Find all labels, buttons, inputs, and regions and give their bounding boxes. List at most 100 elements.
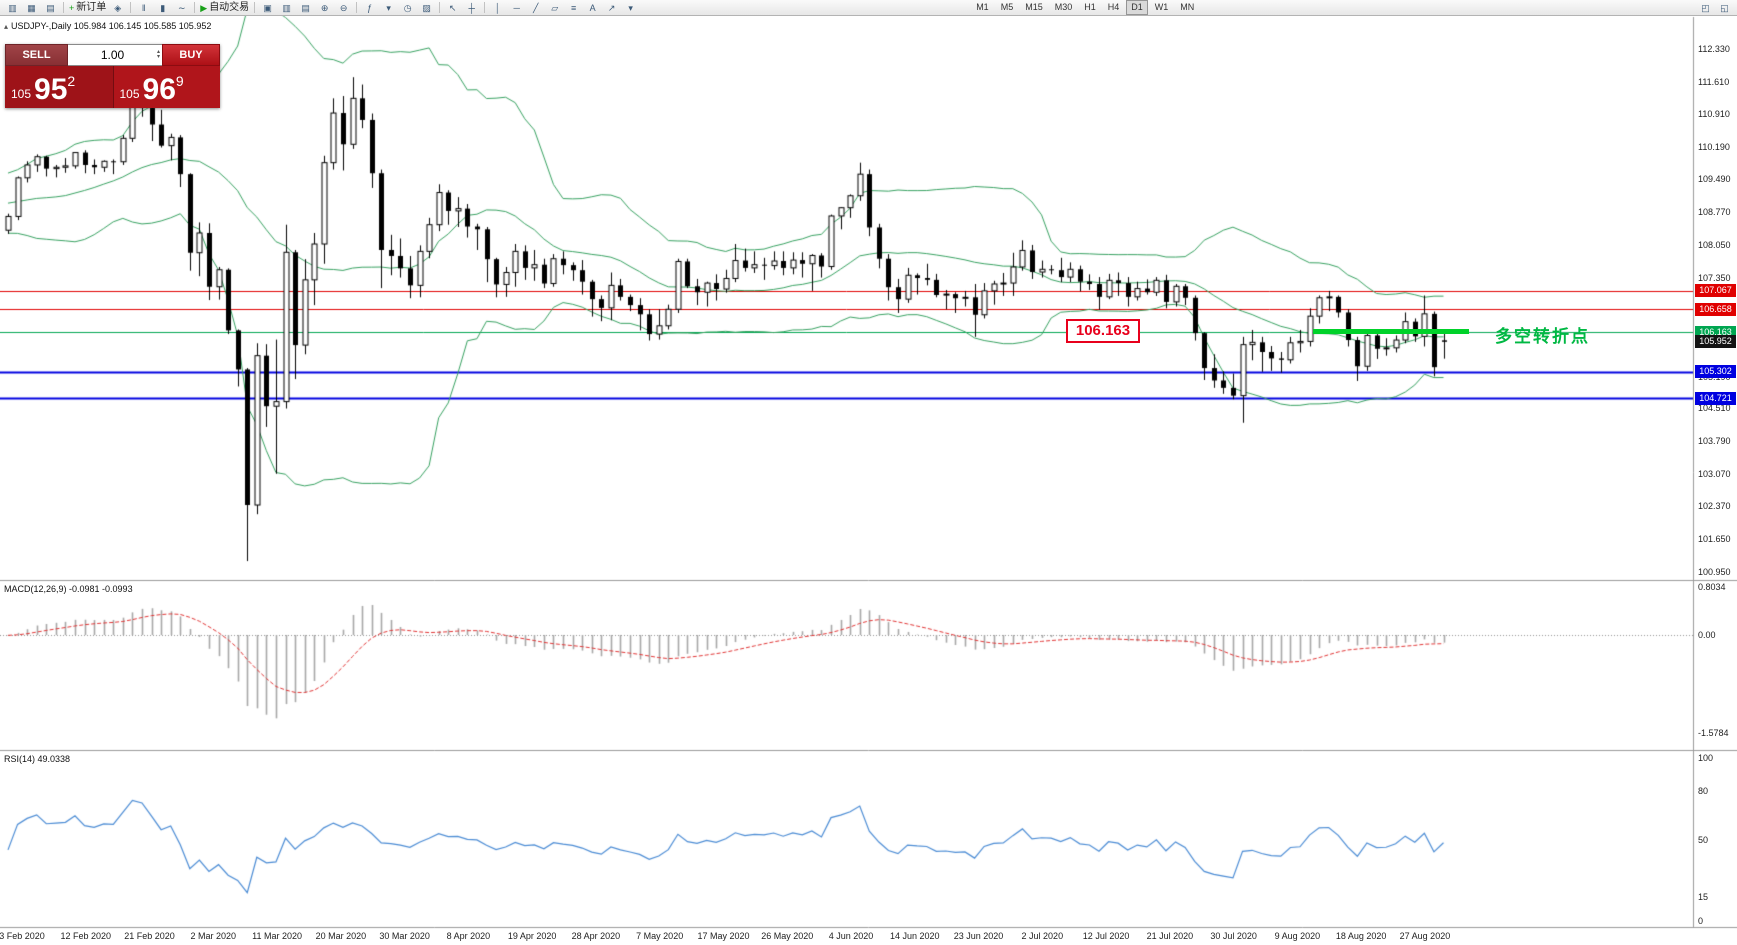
macd-axis-label: 0.8034 — [1698, 582, 1726, 592]
help-icon: ◱ — [1720, 2, 1729, 13]
price-tag-106.658: 106.658 — [1695, 302, 1736, 316]
price-level-annotation[interactable]: 106.163 — [1066, 319, 1140, 343]
date-axis-label: 26 May 2020 — [761, 931, 814, 941]
volume-up-icon[interactable]: ▴ — [156, 49, 160, 55]
rsi-axis-label: 0 — [1698, 916, 1704, 926]
crosshair-tool-button[interactable]: ┼ — [462, 1, 481, 15]
timeframe-h1-button[interactable]: H1 — [1084, 2, 1096, 12]
toolbar: ▥ ▦ ▤ + 新订单 ◈ ‖ ▮ ∼ ▶ 自动交易 ▣ ▥ ▤ ⊕ ⊖ ƒ ▾ ◷ ▨ ↖ ┼ │ ─ ╱ ▱ ≡ A ↗ ▾ M1 M5 M… — [0, 0, 1737, 16]
pivot-highlight-line[interactable] — [1313, 329, 1469, 334]
arrow-tool-button[interactable]: ↗ — [602, 1, 621, 15]
vertical-line-tool-button[interactable]: │ — [488, 1, 507, 15]
pivot-label[interactable]: 多空转折点 — [1495, 327, 1590, 346]
indicators-list-icon: ▾ — [386, 2, 391, 13]
candlestick-chart-button[interactable]: ▮ — [153, 1, 172, 15]
timeframe-d1-button[interactable]: D1 — [1126, 0, 1148, 15]
toolbar-separator — [439, 2, 441, 13]
expert-advisors-button[interactable]: ◈ — [108, 1, 127, 15]
volume-stepper[interactable]: 1.00 ▴ ▾ — [68, 44, 162, 66]
trendline-tool-icon: ╱ — [532, 2, 539, 13]
cascade-windows-icon: ▣ — [263, 2, 272, 13]
horizontal-line-tool-button[interactable]: ─ — [507, 1, 526, 15]
cascade-windows-button[interactable]: ▣ — [258, 1, 277, 15]
trade-prices-row: 105 95 2 105 96 9 — [5, 66, 220, 108]
date-axis-label: 17 May 2020 — [697, 931, 750, 941]
date-axis-label: 8 Apr 2020 — [446, 931, 491, 941]
zoom-out-button[interactable]: ⊖ — [334, 1, 353, 15]
date-axis-label: 19 Apr 2020 — [507, 931, 557, 941]
buy-button[interactable]: BUY — [162, 44, 220, 66]
cursor-tool-button[interactable]: ↖ — [443, 1, 462, 15]
price-axis-label: 104.510 — [1698, 403, 1731, 414]
timeframe-m1-button[interactable]: M1 — [976, 2, 989, 12]
macd-axis-label: -1.5784 — [1698, 728, 1729, 739]
sell-price[interactable]: 105 95 2 — [5, 66, 113, 108]
new-chart-button[interactable]: ▦ — [22, 1, 41, 15]
timeframe-mn-button[interactable]: MN — [1180, 2, 1195, 12]
indicators-list-button[interactable]: ▾ — [379, 1, 398, 15]
buy-price-prefix: 105 — [119, 87, 140, 101]
new-order-button-label: 新订单 — [76, 1, 107, 13]
one-click-trading-panel: SELL 1.00 ▴ ▾ BUY 105 95 2 105 96 9 — [5, 44, 220, 108]
price-axis-label: 110.910 — [1698, 108, 1730, 119]
date-axis-label: 21 Jul 2020 — [1146, 931, 1194, 941]
profiles-button[interactable]: ▤ — [41, 1, 60, 15]
toolbar-separator — [484, 2, 486, 13]
profiles-icon: ▤ — [46, 2, 55, 13]
date-axis-label: 12 Feb 2020 — [60, 931, 112, 941]
buy-price[interactable]: 105 96 9 — [112, 66, 220, 108]
channel-tool-button[interactable]: ▱ — [545, 1, 564, 15]
timeframe-w1-button[interactable]: W1 — [1154, 2, 1169, 12]
date-axis-label: 27 Aug 2020 — [1399, 931, 1451, 941]
tile-horizontally-button[interactable]: ▥ — [277, 1, 296, 15]
timeframe-m30-button[interactable]: M30 — [1054, 2, 1073, 12]
line-chart-button[interactable]: ∼ — [172, 1, 191, 15]
timeframe-m5-button[interactable]: M5 — [1000, 2, 1014, 12]
templates-button[interactable]: ▨ — [417, 1, 436, 15]
volume-spinner[interactable]: ▴ ▾ — [156, 49, 162, 60]
date-axis-label: 21 Feb 2020 — [124, 931, 175, 941]
price-axis-label: 101.650 — [1698, 534, 1731, 545]
arrow-tool-icon: ↗ — [607, 2, 616, 13]
help-button[interactable]: ◱ — [1715, 1, 1734, 15]
timeframe-m15-button[interactable]: M15 — [1025, 2, 1043, 12]
volume-value[interactable]: 1.00 — [100, 48, 125, 62]
macd-axis-label: 0.00 — [1698, 630, 1716, 640]
macd-indicator-label: MACD(12,26,9) -0.0981 -0.0993 — [4, 584, 133, 594]
chart-window-button[interactable]: ▥ — [3, 1, 22, 15]
sell-price-prefix: 105 — [11, 87, 32, 101]
periods-button[interactable]: ◷ — [398, 1, 417, 15]
volume-down-icon[interactable]: ▾ — [156, 54, 160, 60]
price-axis-label: 112.330 — [1698, 43, 1730, 54]
date-axis-label: 7 May 2020 — [636, 931, 684, 941]
trendline-tool-button[interactable]: ╱ — [526, 1, 545, 15]
buy-price-big: 96 — [142, 73, 176, 106]
price-tag-105.302: 105.302 — [1695, 365, 1736, 379]
timeframe-h4-button[interactable]: H4 — [1107, 2, 1120, 12]
text-tool-button[interactable]: A — [583, 1, 602, 15]
date-axis-label: 12 Jul 2020 — [1082, 931, 1130, 941]
price-axis-label: 102.370 — [1698, 501, 1731, 512]
new-order-button[interactable]: + 新订单 — [67, 1, 108, 15]
shapes-dropdown-button[interactable]: ▾ — [621, 1, 640, 15]
print-button[interactable]: ◰ — [1696, 1, 1715, 15]
toolbar-separator — [254, 2, 256, 13]
tile-vertically-button[interactable]: ▤ — [296, 1, 315, 15]
trade-controls-row: SELL 1.00 ▴ ▾ BUY — [5, 44, 220, 66]
date-axis-label: 18 Aug 2020 — [1335, 931, 1387, 941]
chart-ohlc-info: ▴ USDJPY-,Daily 105.984 106.145 105.585 … — [4, 21, 211, 31]
horizontal-line-tool-icon: ─ — [513, 2, 520, 13]
periods-icon: ◷ — [403, 2, 412, 13]
oct-collapse-icon[interactable]: ▴ — [4, 21, 9, 31]
fibonacci-tool-button[interactable]: ≡ — [564, 1, 583, 15]
bar-chart-icon: ‖ — [141, 2, 146, 13]
bar-chart-button[interactable]: ‖ — [134, 1, 153, 15]
price-axis-label: 107.350 — [1698, 272, 1731, 283]
templates-icon: ▨ — [422, 2, 431, 13]
sell-button[interactable]: SELL — [5, 44, 68, 66]
price-tag-104.721: 104.721 — [1695, 391, 1736, 405]
indicators-button[interactable]: ƒ — [360, 1, 379, 15]
zoom-in-button[interactable]: ⊕ — [315, 1, 334, 15]
auto-trading-button[interactable]: ▶ 自动交易 — [198, 1, 251, 15]
